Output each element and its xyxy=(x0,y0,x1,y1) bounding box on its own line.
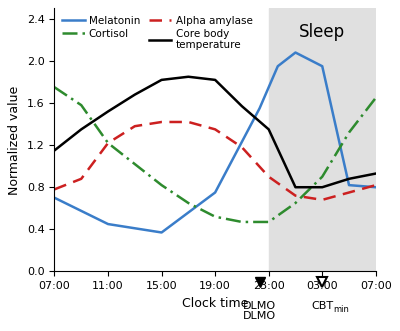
Text: min: min xyxy=(333,305,349,314)
Text: DLMO: DLMO xyxy=(243,311,276,321)
Text: DLMO: DLMO xyxy=(243,301,276,311)
Bar xyxy=(269,8,376,271)
Y-axis label: Normalized value: Normalized value xyxy=(8,85,21,195)
X-axis label: Clock time: Clock time xyxy=(182,297,248,310)
Text: Sleep: Sleep xyxy=(299,23,345,41)
Text: CBT: CBT xyxy=(311,301,333,311)
Legend: Melatonin, Cortisol, Alpha amylase, Core body
temperature: Melatonin, Cortisol, Alpha amylase, Core… xyxy=(60,14,255,52)
